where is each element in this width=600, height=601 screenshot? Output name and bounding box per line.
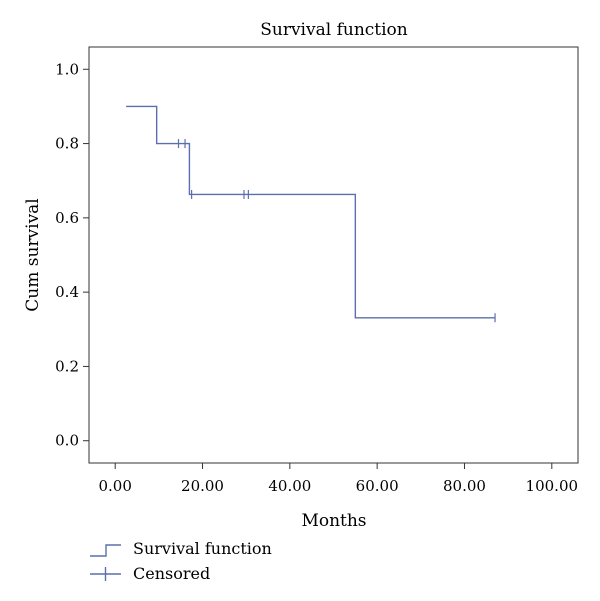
x-tick-label: 60.00	[356, 477, 399, 495]
series-layer	[126, 105, 496, 323]
x-axis-label: Months	[301, 511, 366, 531]
y-tick-label: 0.4	[55, 283, 79, 301]
plot-area	[88, 46, 579, 464]
x-tick-label: 20.00	[181, 477, 224, 495]
x-tick-label: 0.00	[98, 477, 131, 495]
legend-label-survival: Survival function	[133, 539, 272, 558]
y-tick-label: 1.0	[55, 60, 79, 78]
survival-step-line	[126, 105, 496, 319]
y-tick-label: 0.0	[55, 432, 79, 450]
x-tick-label: 100.00	[526, 477, 579, 495]
legend-step-icon	[90, 544, 121, 557]
y-tick-label: 0.6	[55, 209, 79, 227]
y-tick-label: 0.8	[55, 135, 79, 153]
legend-label-censored: Censored	[133, 564, 210, 583]
chart-title: Survival function	[260, 20, 408, 40]
y-axis-label: Cum survival	[23, 198, 43, 312]
axes: 0.00 20.00 40.00 60.00 80.00 100.00 0.0 0.2 0.4 0…	[55, 60, 578, 495]
y-tick-label: 0.2	[55, 357, 79, 375]
x-tick-label: 40.00	[268, 477, 311, 495]
x-tick-label: 80.00	[443, 477, 486, 495]
legend: Survival function Censored	[90, 539, 272, 583]
